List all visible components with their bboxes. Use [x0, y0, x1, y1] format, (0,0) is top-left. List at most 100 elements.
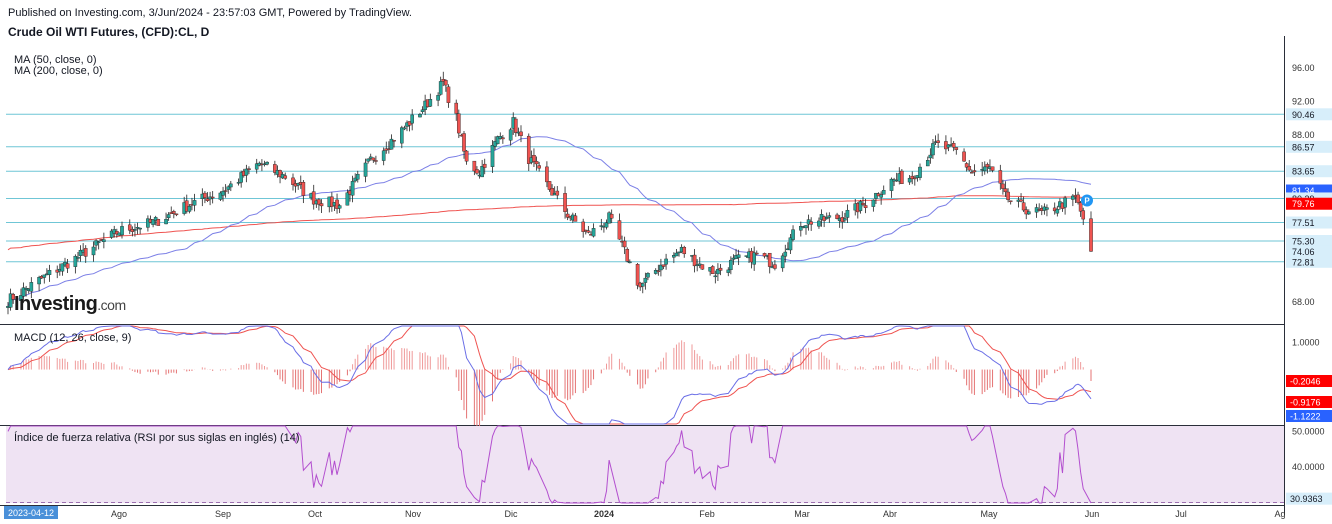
- price-tag-label: 86.57: [1292, 142, 1315, 152]
- candle-down: [625, 248, 630, 262]
- candle-down: [203, 192, 207, 198]
- price-tick-label: 92.00: [1292, 96, 1315, 106]
- time-axis-label: Mar: [794, 509, 810, 519]
- candle-down: [809, 221, 813, 225]
- price-tag-label: 83.65: [1292, 167, 1315, 177]
- candle-down: [514, 118, 518, 133]
- candle-down: [622, 240, 627, 248]
- candle-up: [845, 209, 850, 218]
- candle-down: [661, 264, 666, 267]
- macd-signal-line: [7, 325, 1092, 425]
- candle-up: [508, 129, 513, 141]
- candle-down: [462, 133, 466, 152]
- marker-label: P: [1084, 197, 1090, 206]
- dividend-marker: P: [1081, 194, 1093, 207]
- price-tick-label: 88.00: [1292, 130, 1315, 140]
- candle-up: [480, 166, 484, 178]
- candle-down: [472, 160, 477, 172]
- price-tag: [1286, 108, 1332, 121]
- candle-up: [337, 205, 342, 209]
- candle-down: [537, 165, 541, 169]
- candle-down: [1003, 188, 1008, 193]
- candle-up: [1055, 209, 1060, 214]
- published-caption: Published on Investing.com, 3/Jun/2024 -…: [8, 7, 412, 19]
- candle-up: [109, 230, 114, 238]
- rsi-line: [7, 425, 1092, 504]
- candle-down: [565, 213, 570, 218]
- candle-up: [824, 217, 829, 220]
- ma200-legend: MA (200, close, 0): [14, 65, 103, 77]
- price-tag-label: 74.06: [1292, 247, 1315, 257]
- candle-up: [736, 254, 741, 258]
- price-tag: [1286, 234, 1332, 247]
- candle-up: [265, 161, 269, 165]
- candle-up: [420, 109, 425, 112]
- candle-down: [773, 264, 777, 269]
- candle-down: [519, 131, 523, 136]
- candle-down: [501, 137, 505, 140]
- rsi-band: [6, 426, 1284, 503]
- candle-down: [534, 161, 539, 165]
- candle-down: [83, 248, 88, 257]
- candle-up: [817, 220, 821, 227]
- start-date-tag: [4, 506, 58, 519]
- ma200-line: [7, 195, 1092, 251]
- time-axis-label: Abr: [883, 509, 897, 519]
- candle-down: [550, 188, 554, 196]
- candle-up: [120, 226, 124, 236]
- candle-down: [635, 264, 640, 286]
- candle-up: [166, 214, 171, 219]
- candle-down: [962, 151, 966, 162]
- candle-up: [221, 190, 225, 196]
- time-axis-label: Ag: [1274, 509, 1285, 519]
- candle-up: [91, 246, 96, 256]
- candle-up: [363, 162, 368, 177]
- candle-up: [804, 225, 808, 229]
- candle-up: [29, 282, 34, 292]
- candle-up: [643, 277, 648, 283]
- candle-up: [946, 144, 951, 148]
- symbol-title: Crude Oil WTI Futures, (CFD):CL, D: [8, 25, 210, 39]
- price-tag-label: 75.30: [1292, 236, 1315, 246]
- price-tag: [1286, 165, 1332, 178]
- candle-down: [205, 198, 210, 201]
- candle-up: [73, 255, 78, 267]
- candle-down: [392, 139, 396, 142]
- rsi-tick-label: 50.0000: [1292, 426, 1325, 436]
- candle-down: [291, 177, 295, 185]
- candles-group: [6, 71, 1093, 315]
- start-date-label: 2023-04-12: [8, 508, 54, 518]
- candle-down: [861, 202, 865, 205]
- candle-down: [900, 170, 904, 184]
- time-axis-label: May: [980, 509, 998, 519]
- candle-up: [218, 192, 223, 200]
- candle-up: [791, 229, 795, 240]
- candle-up: [133, 229, 137, 231]
- candle-up: [389, 138, 394, 150]
- candle-down: [454, 102, 459, 114]
- candle-down: [863, 205, 868, 209]
- candle-up: [783, 251, 788, 257]
- candle-up: [153, 217, 158, 221]
- candle-down: [710, 266, 715, 275]
- candle-down: [464, 150, 469, 162]
- candle-up: [713, 275, 718, 278]
- candle-up: [716, 269, 720, 275]
- candle-down: [210, 196, 215, 199]
- candle-up: [229, 183, 233, 188]
- candle-up: [799, 226, 803, 231]
- candle-up: [37, 277, 41, 285]
- candle-up: [1027, 211, 1031, 215]
- candle-up: [858, 201, 863, 211]
- candle-down: [444, 80, 448, 86]
- candle-down: [283, 175, 288, 179]
- candle-up: [1063, 197, 1067, 208]
- candle-down: [967, 166, 972, 171]
- macd-legend: MACD (12, 26, close, 9): [14, 332, 132, 344]
- candle-down: [1021, 202, 1026, 211]
- ma50-line: [7, 136, 1092, 307]
- rsi-value-label: 30.9363: [1290, 494, 1323, 504]
- candle-down: [371, 157, 376, 161]
- time-axis-label: Jul: [1175, 509, 1187, 519]
